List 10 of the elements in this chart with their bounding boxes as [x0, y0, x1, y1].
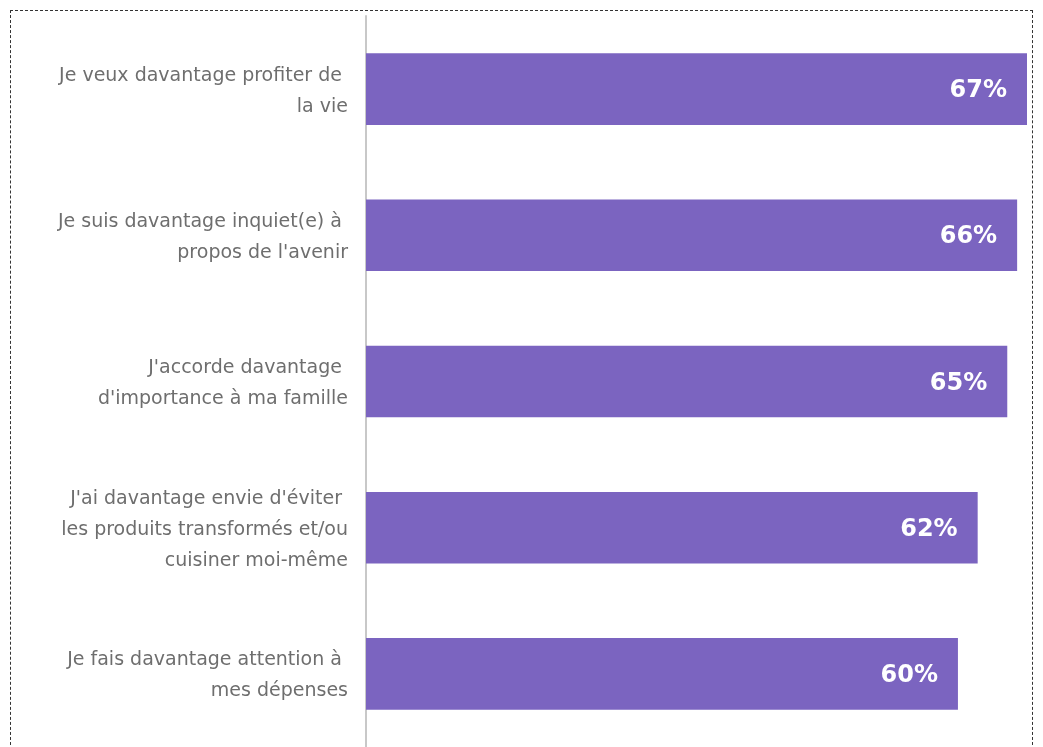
data-label: 65%: [929, 367, 988, 396]
data-label: 62%: [900, 513, 958, 542]
y-tick-label: J'accorde davantage d'importance à ma famille: [97, 355, 348, 408]
y-tick-label: J'ai davantage envie d'éviter les produits transformés et/ou cuisiner moi-même: [61, 485, 348, 570]
y-tick-label: Je veux davantage profiter de la vie: [58, 62, 348, 116]
y-tick-label: Je fais davantage attention à mes dépenses: [66, 647, 348, 701]
data-label: 60%: [880, 659, 938, 688]
data-label: 66%: [939, 221, 998, 250]
y-tick-label: Je suis davantage inquiet(e) à propos de l'avenir: [56, 208, 349, 262]
data-label: 67%: [949, 75, 1007, 104]
